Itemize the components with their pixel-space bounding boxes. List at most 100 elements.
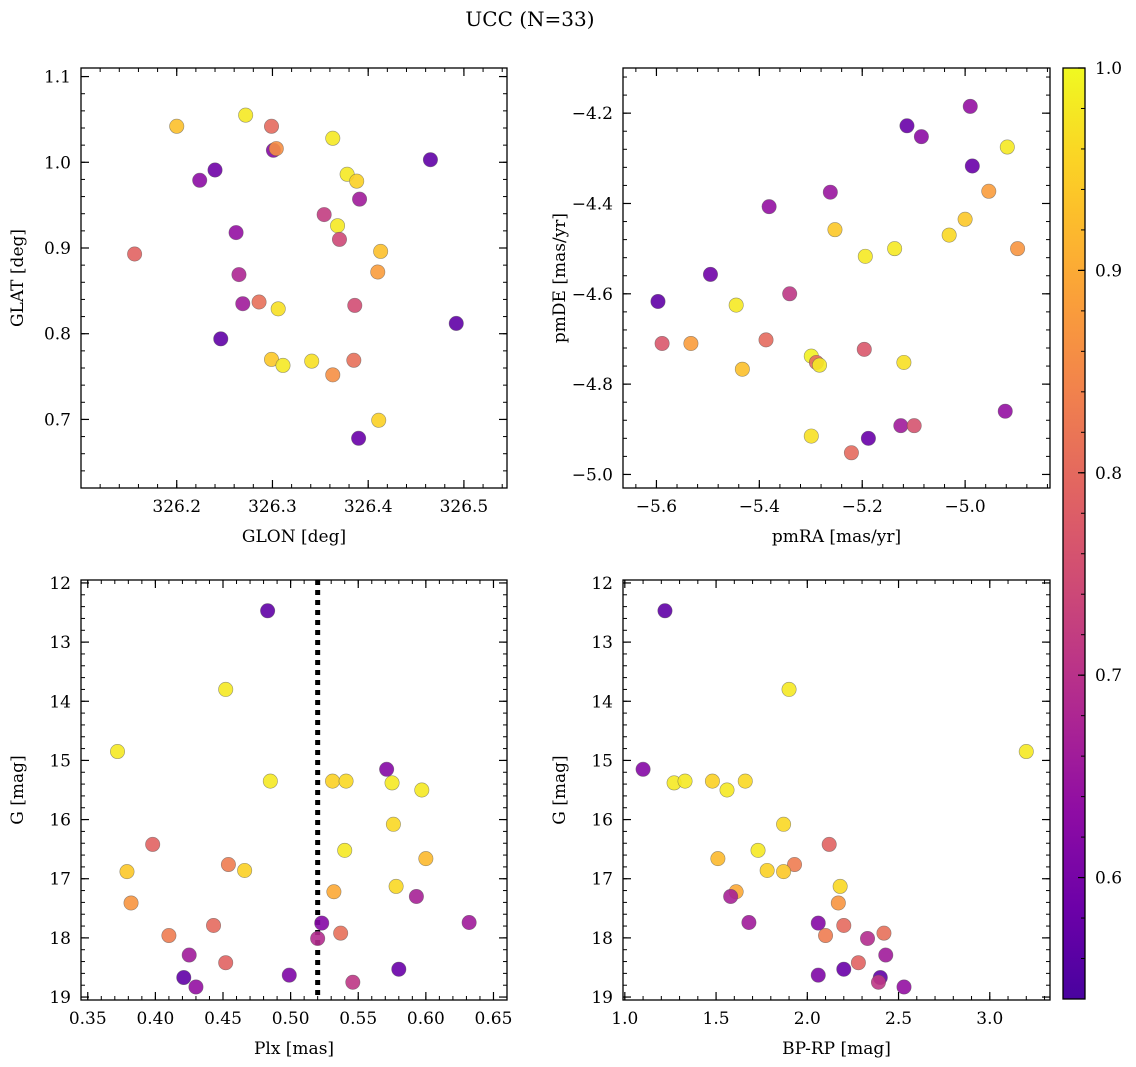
data-point (830, 895, 846, 911)
data-point (418, 851, 434, 867)
data-point (758, 332, 774, 348)
y-tick-label: 1.1 (44, 68, 71, 88)
data-point (408, 888, 424, 904)
y-tick-label: 18 (591, 929, 613, 949)
data-point (728, 297, 744, 313)
y-tick-label: 17 (49, 870, 71, 890)
data-point (314, 915, 330, 931)
x-tick-label: −5.0 (944, 497, 985, 517)
scatter-points (650, 98, 1026, 461)
data-point (776, 816, 792, 832)
colorbar-tick-label: 1.0 (1095, 59, 1122, 79)
data-point (349, 173, 365, 189)
scatter-panel-3: 0.35 0.40 0.45 0.50 0.55 0.60 0.65 12 13 14 15 16 17… (8, 574, 512, 1059)
x-tick-label: 326.2 (152, 497, 201, 517)
data-point (843, 445, 859, 461)
y-tick-label: 12 (591, 574, 613, 594)
data-point (251, 294, 267, 310)
data-point (832, 878, 848, 894)
data-point (906, 418, 922, 434)
scatter-panel-4: 1.0 1.5 2.0 2.5 3.0 12 13 14 15 16 17 18 19 BP-RP [ma… (550, 574, 1051, 1059)
data-point (231, 267, 247, 283)
data-point (857, 248, 873, 264)
x-tick-label: 326.3 (248, 497, 297, 517)
y-tick-label: 19 (49, 988, 71, 1008)
data-point (776, 864, 792, 880)
y-tick-label: 13 (49, 633, 71, 653)
data-point (331, 231, 347, 247)
y-tick-label: 19 (591, 988, 613, 1008)
axes-frame (622, 67, 1051, 489)
data-point (856, 341, 872, 357)
data-point (997, 403, 1013, 419)
data-point (710, 851, 726, 867)
data-point (385, 816, 401, 832)
data-point (338, 773, 354, 789)
x-tick-label: 0.60 (407, 1009, 445, 1029)
colorbar-tick-label: 0.8 (1095, 464, 1122, 484)
data-point (650, 293, 666, 309)
scatter-points (110, 603, 477, 995)
x-axis-label: BP-RP [mag] (782, 1039, 891, 1059)
data-point (962, 98, 978, 114)
y-tick-label: 15 (49, 751, 71, 771)
data-point (304, 353, 320, 369)
data-point (192, 172, 208, 188)
data-point (860, 930, 876, 946)
data-point (787, 857, 803, 873)
scatter-panel-1: 326.2 326.3 326.4 326.5 0.7 0.8 0.9 1.0 1.1 GLON … (8, 67, 508, 547)
data-point (761, 199, 777, 215)
data-point (337, 842, 353, 858)
data-point (810, 915, 826, 931)
colorbar: 0.6 0.7 0.8 0.9 1.0 (1062, 59, 1122, 1000)
data-point (352, 191, 368, 207)
x-tick-label: 2.5 (885, 1009, 912, 1029)
data-point (264, 118, 280, 134)
data-point (388, 878, 404, 894)
data-point (281, 967, 297, 983)
x-tick-label: −5.6 (636, 497, 677, 517)
x-tick-label: 0.35 (69, 1009, 107, 1029)
data-point (169, 118, 185, 134)
axes-frame (622, 579, 1051, 1001)
data-point (346, 352, 362, 368)
data-point (737, 773, 753, 789)
data-point (384, 775, 400, 791)
data-point (999, 139, 1015, 155)
data-point (913, 129, 929, 145)
data-point (654, 335, 670, 351)
x-tick-label: 0.65 (475, 1009, 513, 1029)
data-point (238, 107, 254, 123)
data-point (207, 162, 223, 178)
y-tick-label: 17 (591, 870, 613, 890)
x-tick-label: 326.5 (440, 497, 489, 517)
major-ticks (81, 580, 507, 1000)
data-point (176, 970, 192, 986)
major-ticks (623, 580, 1050, 1000)
y-tick-label: 0.8 (44, 325, 71, 345)
y-tick-label: −4.2 (572, 104, 613, 124)
data-point (262, 773, 278, 789)
data-point (719, 782, 735, 798)
data-point (351, 430, 367, 446)
data-point (370, 264, 386, 280)
data-point (325, 130, 341, 146)
y-tick-label: 18 (49, 929, 71, 949)
data-point (414, 782, 430, 798)
y-tick-label: 14 (49, 692, 71, 712)
data-point (379, 761, 395, 777)
x-axis-label: GLON [deg] (242, 527, 346, 547)
data-point (750, 842, 766, 858)
data-point (181, 947, 197, 963)
data-point (850, 955, 866, 971)
colorbar-gradient (1062, 67, 1086, 1000)
data-point (893, 418, 909, 434)
data-point (876, 925, 892, 941)
y-axis-label: G [mag] (8, 755, 28, 824)
data-point (448, 315, 464, 331)
data-point (310, 930, 326, 946)
data-point (896, 979, 912, 995)
x-tick-label: 1.5 (703, 1009, 730, 1029)
axes-frame (80, 67, 508, 489)
